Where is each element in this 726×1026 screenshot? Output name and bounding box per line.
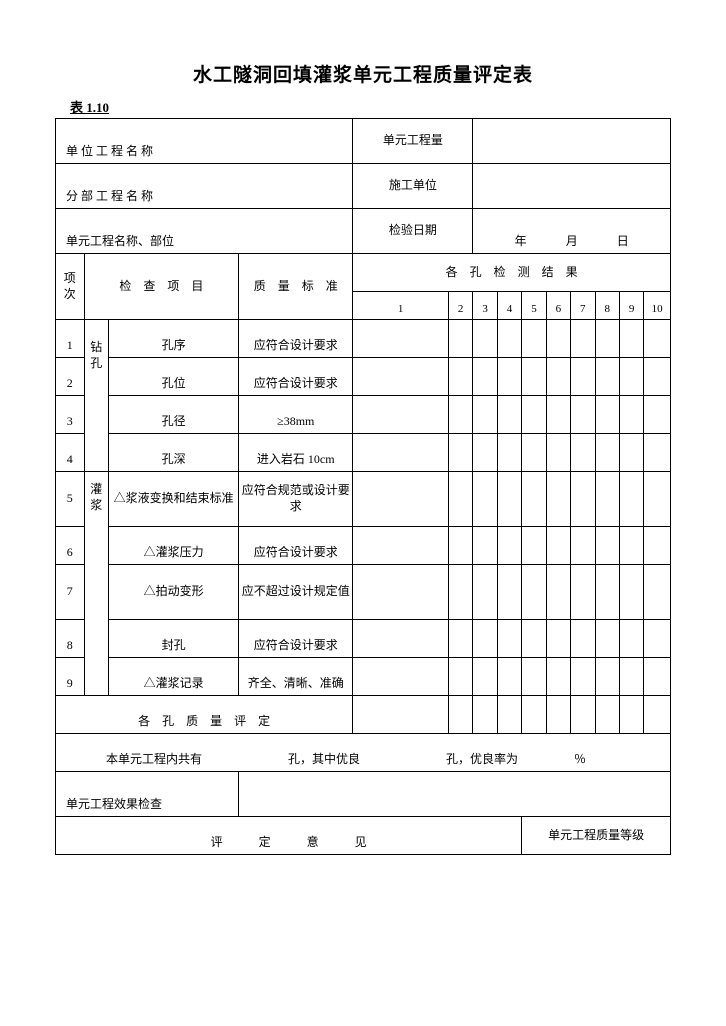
num-1: 1 <box>353 292 449 320</box>
row-num: 5 <box>56 472 85 527</box>
row-num: 3 <box>56 396 85 434</box>
num-8: 8 <box>595 292 619 320</box>
std: 进入岩石 10cm <box>239 434 353 472</box>
effect-check-label: 单元工程效果检查 <box>56 772 239 817</box>
num-2: 2 <box>448 292 472 320</box>
table-number: 表 1.10 <box>55 97 671 116</box>
row-num: 9 <box>56 658 85 696</box>
std: 应符合规范或设计要求 <box>239 472 353 527</box>
label-construction-unit: 施工单位 <box>353 164 473 209</box>
row-num: 2 <box>56 358 85 396</box>
std: 应符合设计要求 <box>239 320 353 358</box>
std: 应不超过设计规定值 <box>239 565 353 620</box>
item: △灌浆记录 <box>108 658 238 696</box>
item: 封孔 <box>108 620 238 658</box>
label-unit-project-qty: 单元工程量 <box>353 119 473 164</box>
label-unit-name-part: 单元工程名称、部位 <box>56 209 353 254</box>
num-3: 3 <box>473 292 497 320</box>
label-inspect-date: 检验日期 <box>353 209 473 254</box>
item: △灌浆压力 <box>108 527 238 565</box>
val-construction-unit <box>473 164 671 209</box>
item: 孔位 <box>108 358 238 396</box>
row-num: 6 <box>56 527 85 565</box>
num-7: 7 <box>571 292 595 320</box>
std: 应符合设计要求 <box>239 527 353 565</box>
item: 孔序 <box>108 320 238 358</box>
val-inspect-date: 年 月 日 <box>473 209 671 254</box>
row-num: 8 <box>56 620 85 658</box>
group-grout: 灌浆 <box>84 472 108 696</box>
std: 应符合设计要求 <box>239 358 353 396</box>
num-6: 6 <box>546 292 570 320</box>
row-num: 4 <box>56 434 85 472</box>
hole-quality-label: 各 孔 质 量 评 定 <box>56 696 353 734</box>
label-sub-project-name: 分 部 工 程 名 称 <box>56 164 353 209</box>
std: 齐全、清晰、准确 <box>239 658 353 696</box>
effect-check-val <box>239 772 671 817</box>
item: △浆液变换和结束标准 <box>108 472 238 527</box>
item: 孔深 <box>108 434 238 472</box>
num-10: 10 <box>644 292 671 320</box>
label-unit-project-name: 单 位 工 程 名 称 <box>56 119 353 164</box>
col-check-item: 检 查 项 目 <box>84 254 239 320</box>
col-quality-std: 质 量 标 准 <box>239 254 353 320</box>
page-title: 水工隧洞回填灌浆单元工程质量评定表 <box>55 60 671 87</box>
opinion-label: 评 定 意 见 <box>56 817 522 855</box>
num-4: 4 <box>497 292 521 320</box>
std: 应符合设计要求 <box>239 620 353 658</box>
grade-label: 单元工程质量等级 <box>522 817 671 855</box>
row-num: 7 <box>56 565 85 620</box>
num-9: 9 <box>619 292 643 320</box>
num-5: 5 <box>522 292 546 320</box>
evaluation-table: 单 位 工 程 名 称 单元工程量 分 部 工 程 名 称 施工单位 单元工程名… <box>55 118 671 855</box>
row-num: 1 <box>56 320 85 358</box>
col-results: 各 孔 检 测 结 果 <box>353 254 671 292</box>
std: ≥38mm <box>239 396 353 434</box>
group-drill: 钻孔 <box>84 320 108 472</box>
val-unit-project-qty <box>473 119 671 164</box>
item: △拍动变形 <box>108 565 238 620</box>
item: 孔径 <box>108 396 238 434</box>
summary-line: 本单元工程内共有 孔，其中优良 孔，优良率为 ％ <box>56 734 671 772</box>
col-seq: 项次 <box>56 254 85 320</box>
